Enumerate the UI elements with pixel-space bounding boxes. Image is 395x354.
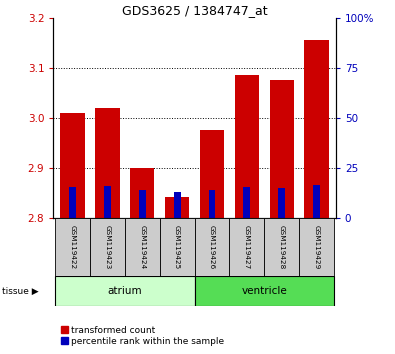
Text: GSM119428: GSM119428 <box>279 225 285 269</box>
Bar <box>55 218 90 276</box>
Text: tissue ▶: tissue ▶ <box>2 286 39 296</box>
Bar <box>160 218 195 276</box>
Bar <box>278 188 285 218</box>
Bar <box>264 218 299 276</box>
Bar <box>235 75 259 218</box>
Text: GSM119424: GSM119424 <box>139 225 145 269</box>
Bar <box>200 130 224 218</box>
Bar <box>139 190 146 218</box>
Bar <box>243 187 250 218</box>
Text: GSM119426: GSM119426 <box>209 225 215 269</box>
Bar <box>60 113 85 218</box>
Bar <box>90 218 125 276</box>
Bar <box>229 218 264 276</box>
Text: GSM119423: GSM119423 <box>104 225 110 269</box>
Text: ventricle: ventricle <box>241 286 287 296</box>
Bar <box>130 168 154 218</box>
Bar <box>209 190 215 218</box>
Bar <box>305 40 329 218</box>
Bar <box>313 185 320 218</box>
Bar <box>165 197 189 218</box>
Bar <box>174 192 181 218</box>
Text: GSM119427: GSM119427 <box>244 225 250 269</box>
Bar <box>55 276 195 306</box>
Text: GSM119425: GSM119425 <box>174 225 180 269</box>
Bar <box>104 186 111 218</box>
Bar <box>125 218 160 276</box>
Legend: transformed count, percentile rank within the sample: transformed count, percentile rank withi… <box>61 326 224 346</box>
Bar <box>195 276 334 306</box>
Bar <box>69 187 76 218</box>
Text: GSM119422: GSM119422 <box>70 225 75 269</box>
Bar <box>269 80 294 218</box>
Title: GDS3625 / 1384747_at: GDS3625 / 1384747_at <box>122 4 267 17</box>
Text: GSM119429: GSM119429 <box>314 225 320 269</box>
Bar <box>95 108 120 218</box>
Text: atrium: atrium <box>107 286 142 296</box>
Bar <box>195 218 229 276</box>
Bar <box>299 218 334 276</box>
